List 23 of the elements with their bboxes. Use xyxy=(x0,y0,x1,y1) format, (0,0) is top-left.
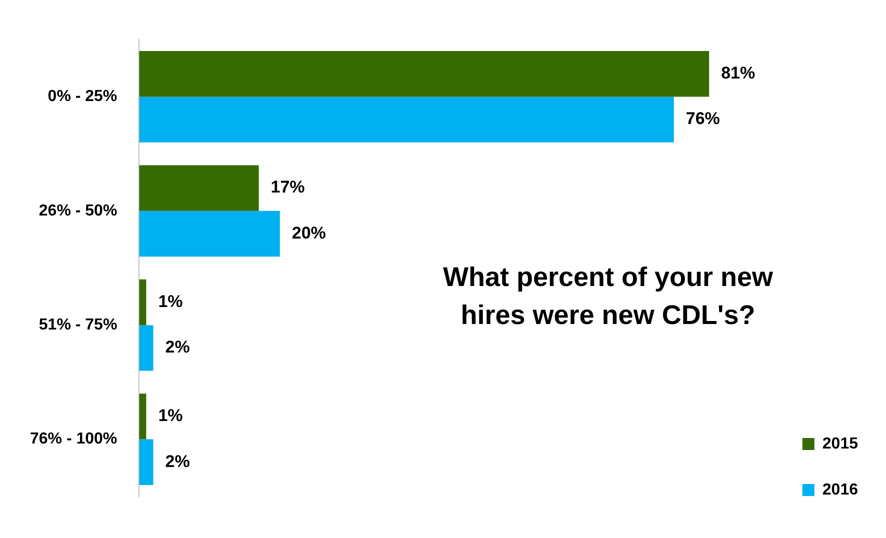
data-label: 2% xyxy=(165,452,190,471)
bar xyxy=(139,279,146,326)
bar xyxy=(139,96,674,142)
bar xyxy=(139,210,280,257)
data-label: 17% xyxy=(270,178,305,197)
bar xyxy=(139,165,259,211)
bar xyxy=(139,394,146,440)
data-label: 1% xyxy=(158,292,183,311)
data-label: 76% xyxy=(686,109,720,128)
y-tick-label: 26% - 50% xyxy=(38,202,118,220)
bar xyxy=(139,325,154,371)
data-label: 20% xyxy=(292,223,326,242)
y-tick-label: 76% - 100% xyxy=(30,430,118,448)
data-label: 81% xyxy=(721,64,756,83)
bar xyxy=(139,51,710,97)
text: What percent of your new hires were new CDL's? xyxy=(442,261,774,332)
y-tick-label: 51% - 75% xyxy=(38,316,118,334)
data-label: 2% xyxy=(165,338,190,357)
legend-label: 2015 xyxy=(822,435,858,452)
data-label: 1% xyxy=(158,406,183,426)
legend-label: 2016 xyxy=(822,481,858,498)
y-tick-label: 0% - 25% xyxy=(48,88,118,106)
bar xyxy=(139,439,154,485)
